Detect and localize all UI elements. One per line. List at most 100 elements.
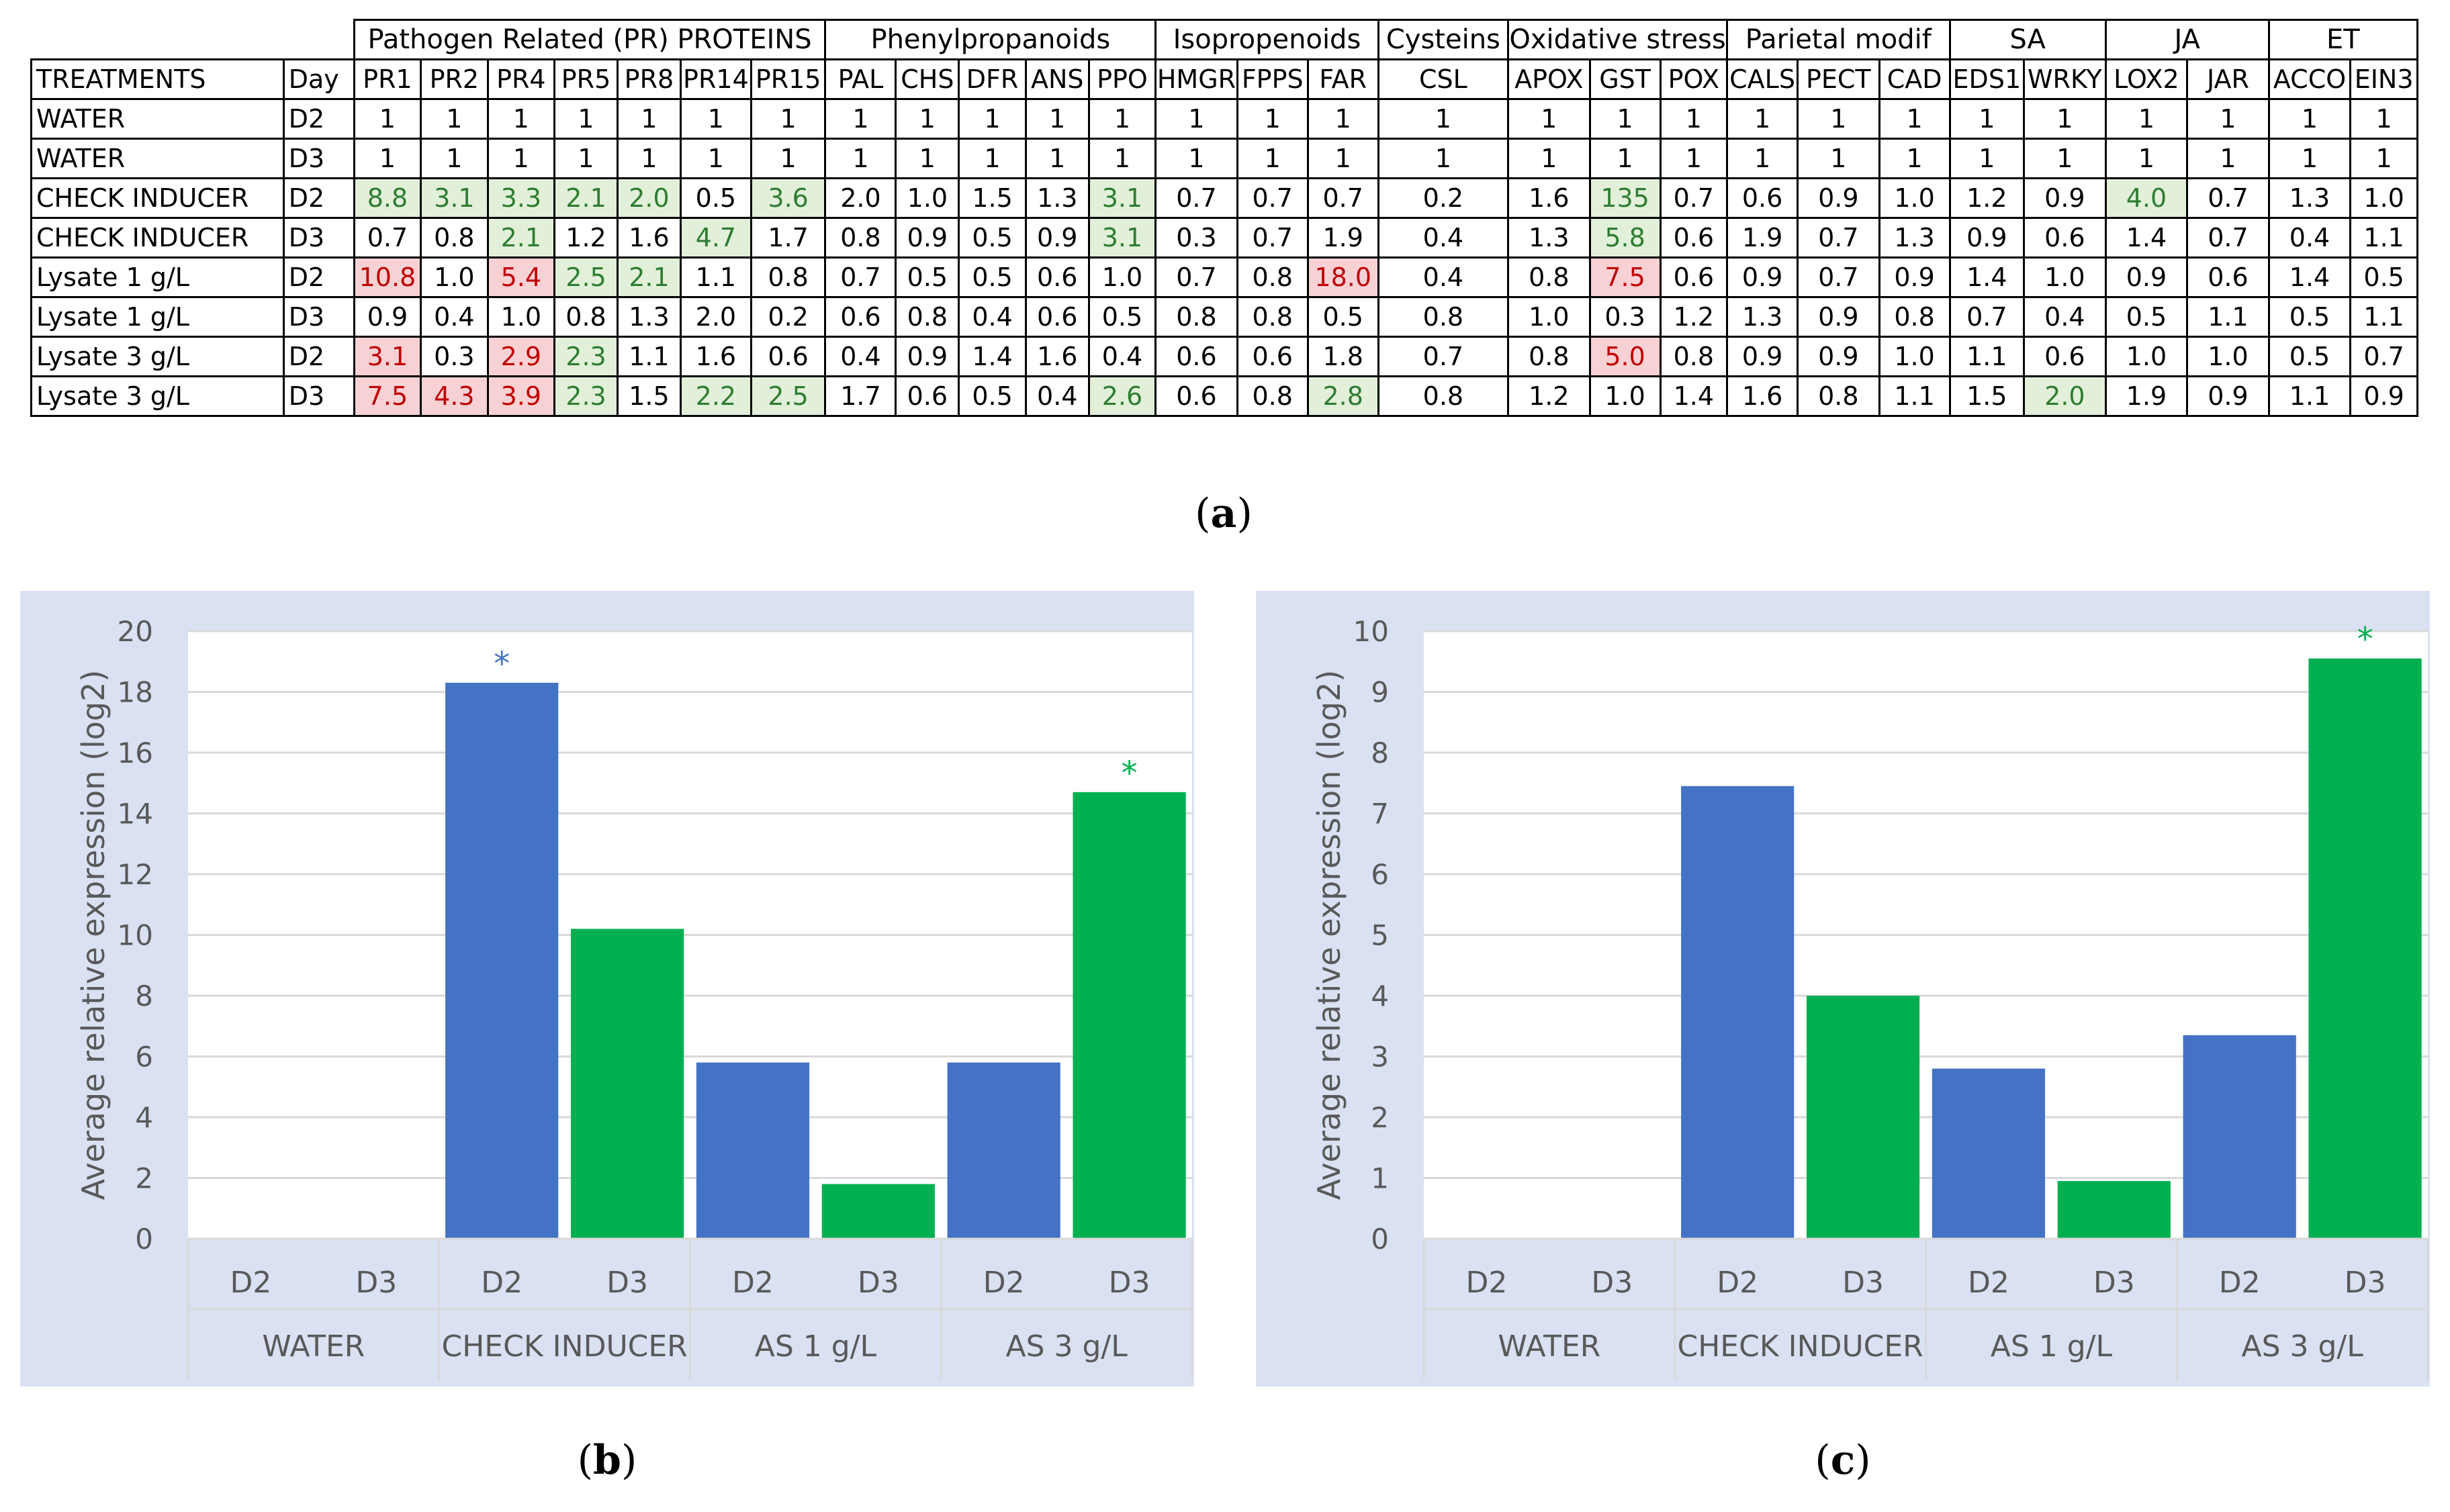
- value-cell: 1: [1377, 98, 1510, 140]
- gene-header: WRKY: [2023, 58, 2107, 100]
- gene-header: DFR: [958, 58, 1027, 100]
- value-cell: 5.0: [1588, 336, 1662, 377]
- treatment-cell: CHECK INDUCER: [30, 217, 285, 258]
- gene-group-header: ET: [2267, 19, 2419, 60]
- treatment-cell: Lysate 1 g/L: [30, 256, 285, 298]
- value-cell: 1.4: [958, 336, 1027, 377]
- gene-header: POX: [1659, 58, 1729, 100]
- value-cell: 0.7: [1948, 296, 2026, 338]
- x-tick-label: D2: [732, 1266, 774, 1300]
- gene-header: PR1: [353, 58, 422, 100]
- value-cell: 1: [1024, 138, 1090, 179]
- value-cell: 2.3: [553, 375, 619, 417]
- treatment-cell: WATER: [30, 98, 285, 140]
- value-cell: 2.0: [616, 177, 682, 219]
- value-cell: 2.1: [616, 256, 682, 298]
- y-tick-label: 2: [135, 1162, 153, 1195]
- panel-label-c: (c): [1815, 1437, 1871, 1484]
- x-tick-label: D3: [2093, 1266, 2135, 1300]
- y-tick-label: 8: [1371, 737, 1389, 769]
- gene-header: PECT: [1797, 58, 1880, 100]
- value-cell: 0.6: [1154, 336, 1238, 377]
- value-cell: 0.5: [2349, 256, 2418, 298]
- value-cell: 1: [1377, 138, 1510, 179]
- group-label: WATER: [1498, 1329, 1600, 1364]
- panel-label-a-letter: a: [1210, 490, 1237, 537]
- value-cell: 1.1: [679, 256, 752, 298]
- value-cell: 1: [486, 138, 556, 179]
- value-cell: 2.9: [486, 336, 556, 377]
- value-cell: 0.9: [895, 217, 960, 258]
- bar: [445, 682, 559, 1239]
- significance-star: *: [1122, 755, 1138, 792]
- value-cell: 0.4: [1377, 256, 1510, 298]
- value-cell: 1.1: [1878, 375, 1951, 417]
- value-cell: 0.7: [1659, 177, 1729, 219]
- value-cell: 1.1: [2349, 217, 2418, 258]
- value-cell: 1: [353, 138, 422, 179]
- value-cell: 0.8: [1507, 256, 1591, 298]
- value-cell: 1.2: [1948, 177, 2026, 219]
- value-cell: 1.1: [1948, 336, 2026, 377]
- value-cell: 0.3: [1588, 296, 1662, 338]
- value-cell: 0.5: [958, 217, 1027, 258]
- value-cell: 0.4: [1377, 217, 1510, 258]
- group-label: AS 1 g/L: [1991, 1329, 2113, 1364]
- value-cell: 1: [1236, 98, 1309, 140]
- group-label: AS 1 g/L: [755, 1329, 877, 1364]
- y-tick-label: 18: [118, 676, 153, 709]
- gene-expression-table: Pathogen Related (PR) PROTEINS Phenylprop…: [30, 19, 2419, 417]
- value-cell: 1: [1797, 98, 1880, 140]
- value-cell: 0.9: [895, 336, 960, 377]
- value-cell: 1: [1507, 138, 1591, 179]
- value-cell: 2.2: [679, 375, 752, 417]
- value-cell: 10.8: [353, 256, 422, 298]
- day-cell: D2: [282, 256, 355, 298]
- day-cell: D2: [282, 336, 355, 377]
- group-header-row: Pathogen Related (PR) PROTEINS Phenylprop…: [31, 19, 2419, 60]
- gene-header: EIN3: [2349, 58, 2418, 100]
- value-cell: 0.6: [1659, 217, 1729, 258]
- value-cell: 1.1: [2186, 296, 2270, 338]
- value-cell: 1: [679, 138, 752, 179]
- value-cell: 0.7: [1236, 217, 1309, 258]
- value-cell: 0.8: [1236, 256, 1309, 298]
- value-cell: 2.1: [486, 217, 556, 258]
- value-cell: 0.7: [1236, 177, 1309, 219]
- value-cell: 0.9: [1797, 336, 1880, 377]
- value-cell: 1: [679, 98, 752, 140]
- value-cell: 0.8: [1659, 336, 1729, 377]
- value-cell: 1.2: [1659, 296, 1729, 338]
- x-tick-label: D2: [481, 1266, 523, 1300]
- value-cell: 1: [2267, 98, 2352, 140]
- value-cell: 8.8: [353, 177, 422, 219]
- gene-group-header: Parietal modif: [1726, 19, 1951, 60]
- y-tick-label: 10: [118, 919, 153, 952]
- x-tick-label: D3: [1842, 1266, 1884, 1300]
- day-cell: D3: [282, 296, 355, 338]
- value-cell: 2.3: [553, 336, 619, 377]
- value-cell: 4.3: [420, 375, 489, 417]
- value-cell: 0.9: [2349, 375, 2418, 417]
- gene-header: PR8: [616, 58, 682, 100]
- value-cell: 7.5: [353, 375, 422, 417]
- gene-header: LOX2: [2104, 58, 2189, 100]
- table-row: Lysate 1 g/L D3 0.9 0.4 1.0 0.8 1.3 2.0 0.2 0.6 0.…: [30, 296, 2418, 338]
- blank-corner-cell: [31, 19, 355, 60]
- chart-panel-c: 0 1 2 3 4 5 6 7 8 9 10 Average relative expression …: [1256, 591, 2430, 1386]
- value-cell: 1: [1306, 98, 1379, 140]
- gene-header: JAR: [2186, 58, 2270, 100]
- value-cell: 1.0: [1878, 336, 1951, 377]
- value-cell: 0.6: [2186, 256, 2270, 298]
- value-cell: 1.0: [1878, 177, 1951, 219]
- value-cell: 0.9: [1726, 336, 1799, 377]
- value-cell: 0.8: [824, 217, 897, 258]
- value-cell: 0.2: [1377, 177, 1510, 219]
- value-cell: 1: [553, 138, 619, 179]
- x-tick-label: D2: [230, 1266, 272, 1300]
- value-cell: 1: [1087, 98, 1157, 140]
- value-cell: 0.8: [1797, 375, 1880, 417]
- x-tick-label: D3: [1109, 1266, 1150, 1300]
- value-cell: 1.3: [616, 296, 682, 338]
- value-cell: 1.6: [1726, 375, 1799, 417]
